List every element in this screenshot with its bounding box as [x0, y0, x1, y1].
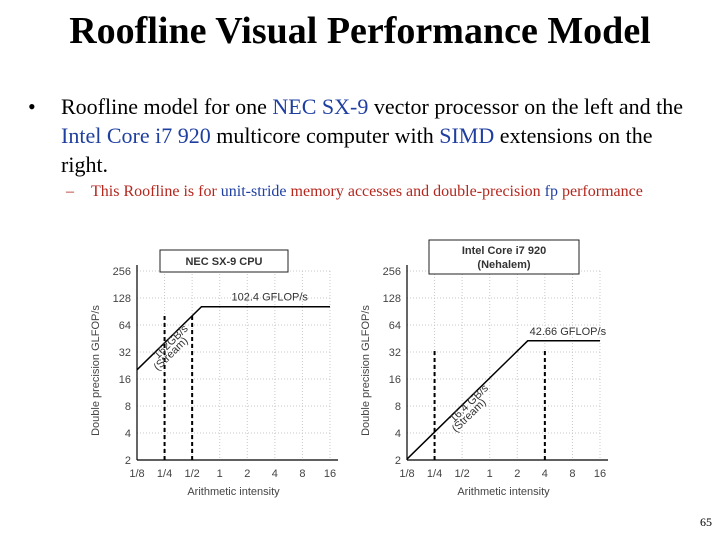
x-tick-label: 8	[299, 468, 305, 480]
bullet-text: Roofline model for one NEC SX-9 vector p…	[61, 92, 688, 179]
x-tick-label: 4	[272, 468, 278, 480]
y-tick-label: 32	[389, 347, 401, 359]
x-axis-label: Arithmetic intensity	[187, 486, 280, 498]
bullet-main: • Roofline model for one NEC SX-9 vector…	[28, 92, 688, 179]
y-tick-label: 2	[125, 455, 131, 467]
sub-part: This Roofline is for	[91, 183, 221, 200]
page-number: 65	[700, 515, 712, 529]
x-tick-label: 16	[594, 468, 606, 480]
y-tick-label: 16	[389, 374, 401, 386]
y-axis-label: Double precision GLFOP/s	[90, 305, 102, 436]
x-tick-label: 1/2	[454, 468, 469, 480]
bullet-dot-icon: •	[28, 94, 36, 119]
chart-title: NEC SX-9 CPU	[185, 256, 262, 268]
x-tick-label: 2	[514, 468, 520, 480]
bullet-part: vector processor on the left and the	[368, 94, 683, 119]
y-tick-label: 128	[383, 293, 401, 305]
y-axis-label: Double precision GLFOP/s	[360, 305, 372, 436]
y-tick-label: 32	[119, 347, 131, 359]
x-tick-label: 1	[217, 468, 223, 480]
sub-bullet-text: This Roofline is for unit-stride memory …	[91, 181, 696, 203]
sub-highlight-fp: fp	[544, 183, 558, 200]
bullet-part: extensions on the right.	[61, 123, 653, 177]
y-tick-label: 256	[113, 266, 131, 278]
sub-part: memory accesses and double-precision	[286, 183, 545, 200]
sub-bullet: – This Roofline is for unit-stride memor…	[66, 181, 696, 203]
x-axis-label: Arithmetic intensity	[457, 486, 550, 498]
y-tick-label: 4	[125, 428, 131, 440]
x-tick-label: 1/2	[184, 468, 199, 480]
chart-subtitle: (Nehalem)	[477, 259, 531, 271]
chart-title-box	[159, 249, 289, 273]
peak-gflops-label: 102.4 GFLOP/s	[232, 292, 309, 304]
bullet-highlight-simd: SIMD	[439, 123, 495, 148]
y-tick-label: 8	[125, 401, 131, 413]
x-tick-label: 1/4	[427, 468, 442, 480]
x-tick-label: 1/8	[129, 468, 144, 480]
x-tick-label: 4	[542, 468, 548, 480]
peak-gflops-label: 42.66 GFLOP/s	[530, 326, 607, 338]
roofline-series	[136, 305, 330, 371]
y-tick-label: 16	[119, 374, 131, 386]
y-tick-label: 64	[119, 320, 131, 332]
bullet-highlight-nec: NEC SX-9	[272, 94, 369, 119]
bullet-part: multicore computer with	[210, 123, 440, 148]
roofline-series	[406, 340, 600, 460]
y-tick-label: 8	[395, 401, 401, 413]
chart-title-box	[428, 239, 580, 275]
sub-part: performance	[558, 183, 643, 200]
x-tick-label: 8	[569, 468, 575, 480]
x-tick-label: 2	[244, 468, 250, 480]
y-tick-label: 64	[389, 320, 401, 332]
bullet-part: Roofline model for one	[61, 94, 273, 119]
sub-highlight-unit-stride: unit-stride	[220, 183, 287, 200]
x-tick-label: 1/4	[157, 468, 172, 480]
y-tick-label: 4	[395, 428, 401, 440]
sub-bullet-dash: –	[66, 183, 74, 200]
x-tick-label: 16	[324, 468, 336, 480]
y-tick-label: 128	[113, 293, 131, 305]
x-tick-label: 1	[487, 468, 493, 480]
chart-title: Intel Core i7 920	[462, 245, 546, 257]
slide-title: Roofline Visual Performance Model	[69, 10, 651, 52]
y-tick-label: 256	[383, 266, 401, 278]
x-tick-label: 1/8	[399, 468, 414, 480]
bullet-highlight-intel: Intel Core i7 920	[61, 123, 211, 148]
y-tick-label: 2	[395, 455, 401, 467]
